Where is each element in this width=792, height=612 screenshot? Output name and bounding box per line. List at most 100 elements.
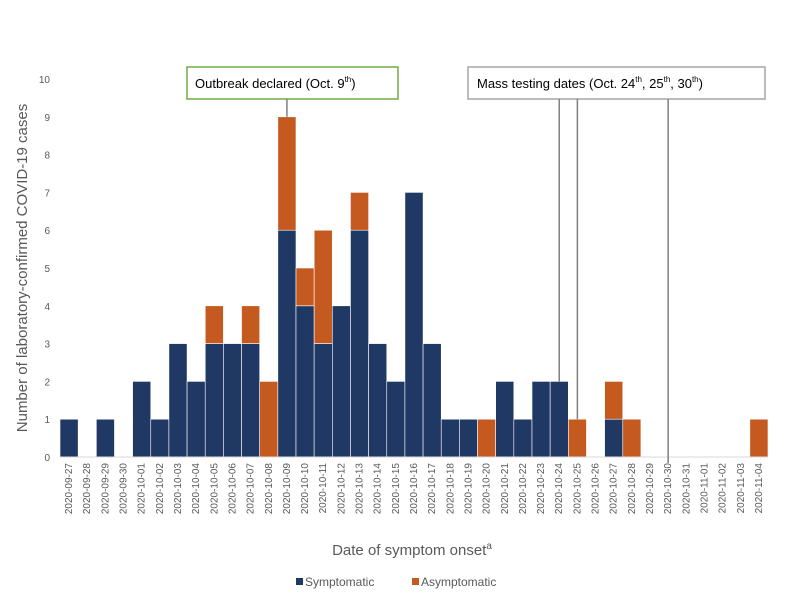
annotation-outbreak: Outbreak declared (Oct. 9th) xyxy=(186,66,399,117)
x-tick-label-2020-10-12: 2020-10-12 xyxy=(336,463,347,515)
y-tick-label-5: 5 xyxy=(44,264,50,275)
x-axis-title-superscript: a xyxy=(486,541,492,552)
annotation-mass-testing: Mass testing dates (Oct. 24th, 25th, 30t… xyxy=(467,66,766,463)
bar-asymptomatic-2020-10-11 xyxy=(313,229,333,344)
y-axis-title: Number of laboratory-confirmed COVID-19 … xyxy=(14,104,31,432)
x-tick-label-2020-10-26: 2020-10-26 xyxy=(591,463,602,515)
x-tick-label-2020-10-13: 2020-10-13 xyxy=(355,463,366,515)
bars-group xyxy=(59,116,769,458)
x-tick-label-2020-10-27: 2020-10-27 xyxy=(609,463,620,515)
bar-asymptomatic-2020-10-09 xyxy=(277,116,297,231)
bar-asymptomatic-2020-10-27 xyxy=(604,381,624,420)
x-tick-label-2020-10-28: 2020-10-28 xyxy=(627,463,638,515)
x-axis-title: Date of symptom onseta xyxy=(332,541,492,559)
x-tick-label-2020-10-22: 2020-10-22 xyxy=(518,463,529,515)
bar-asymptomatic-2020-10-13 xyxy=(350,192,369,231)
annotation-mass-testing-pointers xyxy=(558,99,669,463)
annotation-mass-testing-box xyxy=(467,66,766,100)
x-tick-label-2020-10-09: 2020-10-09 xyxy=(282,463,293,515)
y-tick-label-0: 0 xyxy=(44,453,50,464)
bar-asymptomatic-2020-10-05 xyxy=(204,305,224,344)
x-tick-label-2020-10-19: 2020-10-19 xyxy=(463,463,474,515)
x-tick-label-2020-10-21: 2020-10-21 xyxy=(500,463,511,515)
annotation-outbreak-box xyxy=(186,66,399,100)
y-tick-label-6: 6 xyxy=(44,226,50,237)
x-tick-label-2020-10-05: 2020-10-05 xyxy=(209,463,220,515)
y-tick-label-9: 9 xyxy=(44,113,50,124)
bar-symptomatic-2020-10-21 xyxy=(495,381,515,458)
bar-symptomatic-2020-09-27 xyxy=(59,418,79,458)
x-tick-label-2020-11-03: 2020-11-03 xyxy=(736,463,747,514)
x-tick-label-2020-10-25: 2020-10-25 xyxy=(572,463,583,515)
bar-symptomatic-2020-10-23 xyxy=(531,381,551,458)
x-tick-label-2020-10-31: 2020-10-31 xyxy=(681,463,692,515)
x-tick-label-2020-10-14: 2020-10-14 xyxy=(373,463,384,515)
bar-symptomatic-2020-10-11 xyxy=(313,343,333,458)
legend: Symptomatic Asymptomatic xyxy=(296,575,496,589)
y-tick-label-3: 3 xyxy=(44,340,50,351)
x-tick-label-2020-10-01: 2020-10-01 xyxy=(137,463,148,515)
bar-symptomatic-2020-10-27 xyxy=(604,418,624,458)
x-tick-label-2020-10-04: 2020-10-04 xyxy=(191,463,202,515)
bar-symptomatic-2020-10-19 xyxy=(459,418,478,458)
bar-asymptomatic-2020-10-07 xyxy=(241,305,260,344)
bar-symptomatic-2020-10-24 xyxy=(549,381,569,458)
bar-symptomatic-2020-10-04 xyxy=(186,381,206,458)
bar-asymptomatic-2020-10-25 xyxy=(568,418,587,458)
legend-swatch-asymptomatic xyxy=(412,578,419,585)
bar-symptomatic-2020-10-09 xyxy=(277,229,297,458)
bar-symptomatic-2020-10-01 xyxy=(132,381,152,458)
bar-symptomatic-2020-10-06 xyxy=(223,343,242,458)
x-tick-label-2020-10-02: 2020-10-02 xyxy=(155,463,166,515)
bar-symptomatic-2020-10-03 xyxy=(168,343,188,458)
x-tick-label-2020-10-11: 2020-10-11 xyxy=(318,463,329,514)
x-tick-label-2020-11-02: 2020-11-02 xyxy=(718,463,729,514)
bar-symptomatic-2020-10-02 xyxy=(150,418,170,458)
y-tick-label-4: 4 xyxy=(44,302,50,313)
x-tick-label-2020-10-20: 2020-10-20 xyxy=(482,463,493,515)
x-tick-label-2020-10-17: 2020-10-17 xyxy=(427,463,438,515)
bar-symptomatic-2020-10-22 xyxy=(513,418,533,458)
x-tick-label-2020-10-24: 2020-10-24 xyxy=(554,463,565,515)
x-tick-label-2020-10-03: 2020-10-03 xyxy=(173,463,184,515)
y-axis-tick-labels: 0 1 2 3 4 5 6 7 8 9 10 xyxy=(39,75,51,464)
x-tick-label-2020-10-18: 2020-10-18 xyxy=(445,463,456,515)
legend-swatch-symptomatic xyxy=(296,578,303,585)
y-tick-label-10: 10 xyxy=(39,75,51,86)
x-axis-title-text: Date of symptom onset xyxy=(332,542,487,559)
x-tick-label-2020-10-23: 2020-10-23 xyxy=(536,463,547,515)
x-tick-label-2020-09-29: 2020-09-29 xyxy=(100,463,111,515)
bar-symptomatic-2020-10-10 xyxy=(295,305,315,458)
legend-label-asymptomatic: Asymptomatic xyxy=(421,575,496,589)
bar-symptomatic-2020-10-16 xyxy=(404,192,424,458)
bar-asymptomatic-2020-11-04 xyxy=(749,418,769,458)
y-tick-label-2: 2 xyxy=(44,377,50,388)
x-tick-label-2020-10-06: 2020-10-06 xyxy=(227,463,238,515)
bar-symptomatic-2020-10-14 xyxy=(368,343,388,458)
x-tick-label-2020-10-29: 2020-10-29 xyxy=(645,463,656,515)
annotation-mass-testing-text: Mass testing dates (Oct. 24th, 25th, 30t… xyxy=(477,75,703,91)
annotation-outbreak-text: Outbreak declared (Oct. 9th) xyxy=(195,75,356,91)
x-tick-label-2020-09-28: 2020-09-28 xyxy=(82,463,93,515)
bar-symptomatic-2020-10-13 xyxy=(350,229,369,458)
legend-label-symptomatic: Symptomatic xyxy=(305,575,374,589)
x-tick-label-2020-11-04: 2020-11-04 xyxy=(754,463,765,514)
x-tick-label-2020-11-01: 2020-11-01 xyxy=(699,463,710,514)
bar-asymptomatic-2020-10-28 xyxy=(622,418,642,458)
x-axis-tick-labels: 2020-09-27 2020-09-28 2020-09-29 2020-09-30… xyxy=(64,463,765,515)
bar-symptomatic-2020-10-12 xyxy=(332,305,351,458)
bar-asymptomatic-2020-10-08 xyxy=(259,381,279,458)
x-tick-label-2020-10-16: 2020-10-16 xyxy=(409,463,420,515)
x-tick-label-2020-10-10: 2020-10-10 xyxy=(300,463,311,515)
bar-asymptomatic-2020-10-10 xyxy=(295,267,315,307)
x-tick-label-2020-10-07: 2020-10-07 xyxy=(246,463,257,515)
y-tick-label-7: 7 xyxy=(44,188,50,199)
y-tick-label-8: 8 xyxy=(44,151,50,162)
bar-symptomatic-2020-10-18 xyxy=(440,418,460,458)
bar-symptomatic-2020-10-07 xyxy=(241,343,260,458)
y-tick-label-1: 1 xyxy=(44,415,50,426)
x-tick-label-2020-10-30: 2020-10-30 xyxy=(663,463,674,515)
x-tick-label-2020-10-15: 2020-10-15 xyxy=(391,463,402,515)
bar-symptomatic-2020-10-17 xyxy=(422,343,442,458)
